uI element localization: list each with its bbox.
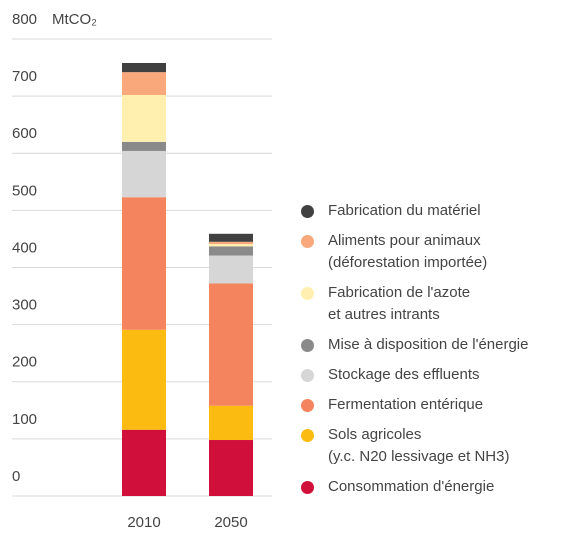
y-tick-label: 600 (12, 125, 37, 142)
legend-marker (301, 338, 314, 352)
y-tick-label: 800 (12, 11, 37, 28)
y-tick-label: 200 (12, 354, 37, 371)
legend-item: Mise à disposition de l'énergie (300, 334, 528, 356)
bar-segment (122, 329, 166, 430)
bar-segment (209, 440, 253, 496)
legend-label: Stockage des effluents (328, 366, 480, 383)
bar-segment (122, 141, 166, 151)
bar-segment (122, 72, 166, 95)
legend-label: Fabrication de l'azote et autres intrant… (328, 284, 471, 323)
legend-item: Sols agricoles (y.c. N20 lessivage et NH… (300, 424, 528, 468)
legend-item: Aliments pour animaux (déforestation imp… (300, 230, 528, 274)
bar-segment (122, 429, 166, 496)
x-tick-label: 2010 (127, 514, 160, 531)
legend-marker (301, 204, 314, 218)
bar-segment (122, 62, 166, 73)
legend-marker (301, 286, 314, 300)
legend-item: Fermentation entérique (300, 394, 528, 416)
legend-label: Fermentation entérique (328, 396, 484, 413)
legend-item: Fabrication de l'azote et autres intrant… (300, 282, 528, 326)
legend-item: Stockage des effluents (300, 364, 528, 386)
legend-label: Fabrication du matériel (328, 202, 481, 219)
legend-marker (301, 234, 314, 248)
y-tick-label: 100 (12, 411, 37, 428)
y-tick-label: 0 (12, 468, 20, 485)
legend-marker (301, 428, 314, 442)
x-tick-label: 2050 (214, 514, 247, 531)
bar-segment (209, 255, 253, 284)
bar-segment (209, 241, 253, 245)
y-tick-label: 300 (12, 297, 37, 314)
legend-marker (301, 398, 314, 412)
legend-marker (301, 368, 314, 382)
bar-segment (209, 405, 253, 441)
legend-label: Mise à disposition de l'énergie (328, 336, 529, 353)
legend-label: Aliments pour animaux (déforestation imp… (328, 232, 488, 271)
bar-segment (209, 283, 253, 406)
y-tick-label: 500 (12, 182, 37, 199)
bar-segment (122, 197, 166, 330)
legend: Fabrication du matériel Aliments pour ani… (300, 200, 528, 498)
legend-marker (301, 480, 314, 494)
bar-segment (209, 244, 253, 247)
bar-segment (209, 246, 253, 256)
y-tick-label: 700 (12, 68, 37, 85)
bar-segment (209, 233, 253, 242)
bar-segment (122, 94, 166, 142)
legend-item: Fabrication du matériel (300, 200, 528, 222)
legend-item: Consommation d'énergie (300, 476, 528, 498)
legend-label: Sols agricoles (y.c. N20 lessivage et NH… (328, 426, 510, 465)
y-tick-label: 400 (12, 239, 37, 256)
bar-segment (122, 150, 166, 198)
y-unit: MtCO₂ (52, 11, 97, 28)
legend-label: Consommation d'énergie (328, 478, 495, 495)
